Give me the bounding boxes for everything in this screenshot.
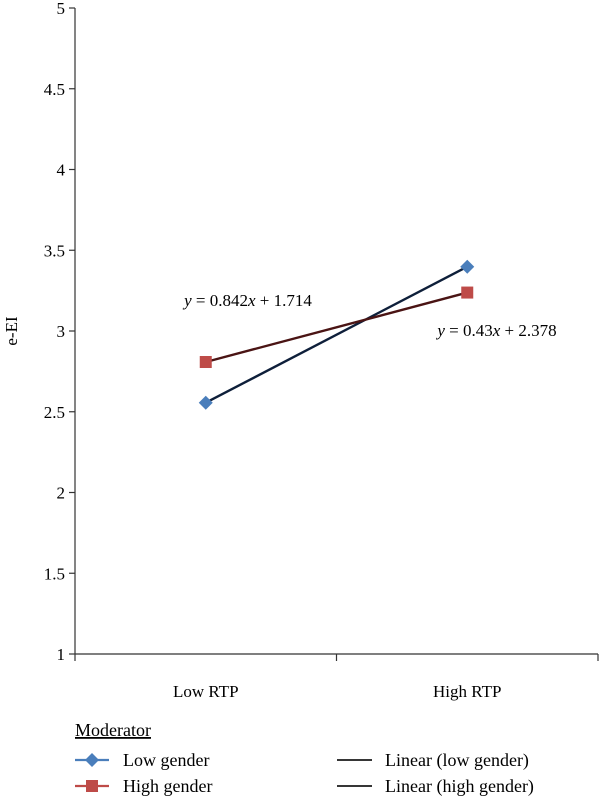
equation-high-gender: y = 0.43x + 2.378 <box>435 321 556 340</box>
labels: 1 1.5 2 2.5 3 3.5 4 4.5 5 Low RTP High RTP <box>44 0 502 701</box>
trendlines <box>205 265 468 404</box>
low-gender-point <box>460 259 475 274</box>
high-gender-point <box>199 356 212 369</box>
legend-label-high-gender: High gender <box>123 776 212 796</box>
data-markers <box>198 259 475 410</box>
y-tick-label: 4 <box>57 161 66 180</box>
low-gender-point <box>198 395 213 410</box>
high-gender-point <box>461 286 474 299</box>
y-tick-label: 1 <box>57 645 66 664</box>
legend-label-linear-low-gender: Linear (low gender) <box>385 750 529 771</box>
equation-low-gender: y = 0.842x + 1.714 <box>182 291 312 310</box>
legend-label-linear-high-gender: Linear (high gender) <box>385 776 534 797</box>
legend-marker-high-gender <box>86 780 98 792</box>
trendline-low-gender <box>205 265 468 404</box>
y-axis-title: e-EI <box>2 316 21 346</box>
y-tick-label: 2.5 <box>44 403 65 422</box>
x-tick-label: High RTP <box>433 682 501 701</box>
x-tick-label: Low RTP <box>173 682 239 701</box>
legend-title: Moderator <box>75 720 151 740</box>
legend-label-low-gender: Low gender <box>123 750 209 770</box>
y-tick-label: 3 <box>57 322 66 341</box>
y-tick-label: 4.5 <box>44 80 65 99</box>
y-tick-label: 2 <box>57 484 66 503</box>
legend-marker-low-gender <box>85 753 99 767</box>
trendline-high-gender <box>205 291 468 364</box>
y-tick-label: 3.5 <box>44 241 65 260</box>
axes <box>69 7 599 661</box>
legend: Moderator Low gender High gender Linear (l… <box>75 720 534 797</box>
y-tick-label: 1.5 <box>44 564 65 583</box>
y-tick-label: 5 <box>57 0 66 18</box>
